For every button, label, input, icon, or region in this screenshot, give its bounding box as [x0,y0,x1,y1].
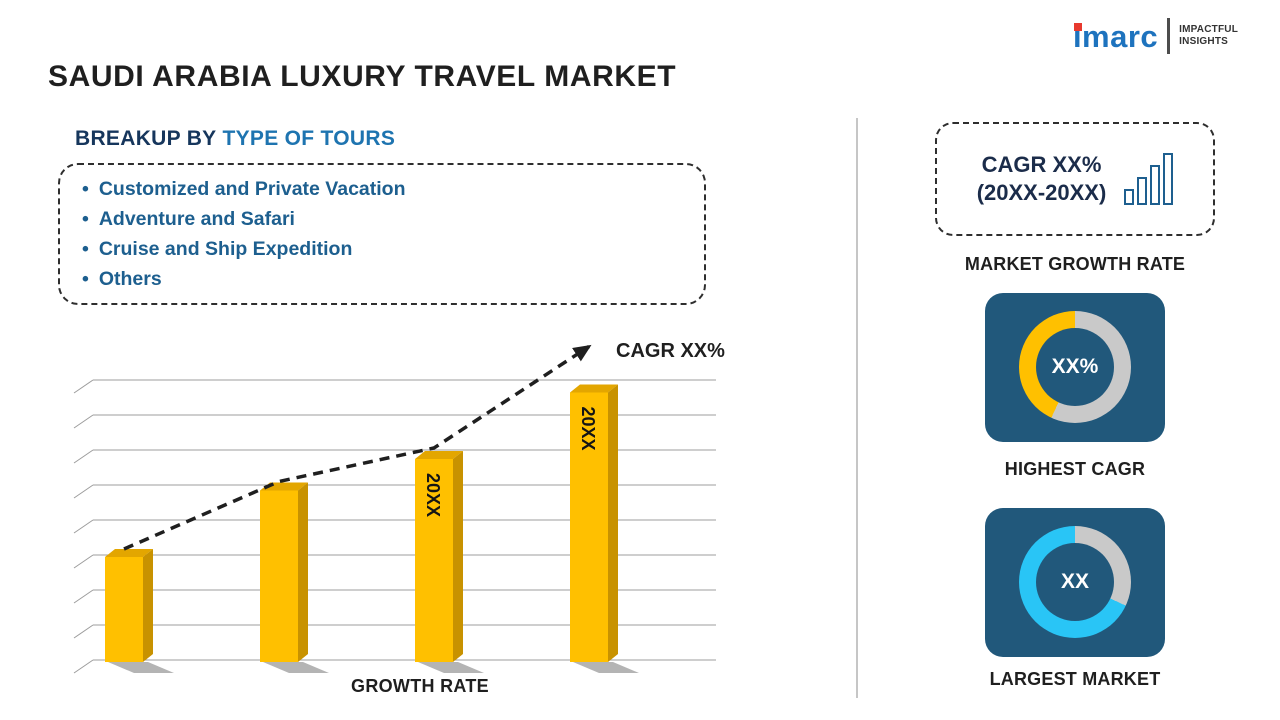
cagr-line1: CAGR XX% [981,152,1102,177]
tour-type-label: Adventure and Safari [98,208,295,230]
ascending-bars-icon [1124,153,1174,205]
cagr-line2: (20XX-20XX) [976,180,1107,205]
highest-cagr-donut-chart: XX% [1019,311,1131,423]
tour-type-item: • Customized and Private Vacation [82,174,682,204]
market-growth-rate-label: MARKET GROWTH RATE [964,254,1186,274]
highest-cagr-label: HIGHEST CAGR [1004,459,1146,479]
tour-type-item: • Others [82,264,682,294]
svg-text:20XX: 20XX [578,407,598,451]
icon-bar [1124,189,1135,205]
imarc-logo: imarc IMPACTFUL INSIGHTS [1073,18,1238,54]
largest-market-card: XX [985,508,1165,657]
growth-rate-chart: 20XX 20XX CAGR XX% GROWTH RATE [60,330,725,705]
icon-bar [1150,165,1161,205]
tour-type-label: Others [98,268,162,290]
section-heading: BREAKUP BY TYPE OF TOURS [75,127,395,151]
bullet-icon: • [82,268,89,290]
bullet-icon: • [82,178,89,200]
icon-bar [1163,153,1174,205]
chart-x-axis-label: GROWTH RATE [351,676,489,696]
logo-tagline-line1: IMPACTFUL [1179,24,1238,35]
imarc-wordmark: imarc [1072,18,1159,54]
largest-market-value: XX [1060,570,1089,593]
logo-tagline-line2: INSIGHTS [1179,36,1228,47]
bullet-icon: • [82,238,89,260]
growth-rate-bar-chart: 20XX 20XX [73,344,716,674]
tour-type-item: • Adventure and Safari [82,204,682,234]
tour-type-label: Customized and Private Vacation [98,178,406,200]
icon-bar [1137,177,1148,205]
logo-divider [1167,18,1171,54]
trend-cagr-label: CAGR XX% [616,340,725,362]
vertical-divider [856,118,858,698]
svg-text:20XX: 20XX [423,473,443,517]
tour-types-box: • Customized and Private Vacation • Adve… [58,163,706,305]
largest-market-label: LARGEST MARKET [989,669,1161,689]
cagr-box: CAGR XX% (20XX-20XX) [935,122,1215,236]
page-title: SAUDI ARABIA LUXURY TRAVEL MARKET [48,60,677,93]
logo-tagline: IMPACTFUL INSIGHTS [1179,24,1238,48]
largest-market-donut-chart: XX [1019,526,1131,638]
highest-cagr-card: XX% [985,293,1165,442]
bullet-icon: • [82,208,89,230]
tour-type-item: • Cruise and Ship Expedition [82,234,682,264]
tour-type-label: Cruise and Ship Expedition [98,238,353,260]
section-heading-accent: TYPE OF TOURS [222,127,396,150]
section-heading-prefix: BREAKUP BY [75,127,217,150]
highest-cagr-value: XX% [1051,355,1099,378]
cagr-text: CAGR XX% (20XX-20XX) [977,151,1107,207]
